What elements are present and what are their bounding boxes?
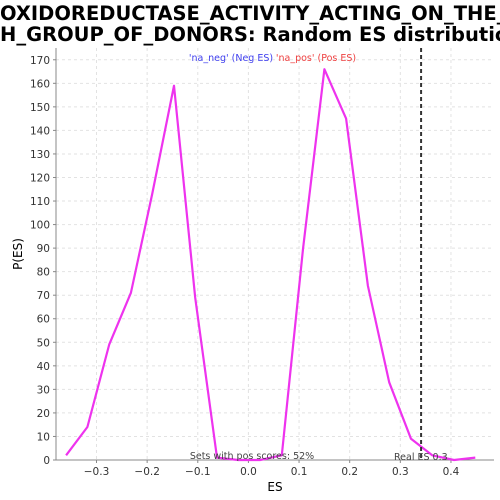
axes: 0 10 20 30 40 50 60 70 80 90 100 110 120 130 140 150 160… bbox=[30, 48, 494, 478]
y-tick-label: 170 bbox=[30, 55, 50, 67]
y-tick-label: 90 bbox=[37, 243, 50, 255]
es-distribution-line bbox=[65, 68, 476, 462]
marks-layer: Real ES 0.3 'na_neg' (Neg ES)'na_pos' (Po… bbox=[189, 48, 448, 463]
y-tick-label: 0 bbox=[43, 455, 50, 467]
x-tick-label: 0.4 bbox=[443, 466, 460, 478]
x-tick-label: 0.2 bbox=[341, 466, 358, 478]
real-es-label: Real ES 0.3 bbox=[394, 452, 448, 463]
y-tick-label: 160 bbox=[30, 78, 50, 90]
legend-neg-es: 'na_neg' (Neg ES) bbox=[189, 53, 273, 64]
y-tick-label: 100 bbox=[30, 220, 50, 232]
chart-title-line-2: H_GROUP_OF_DONORS: Random ES distributio… bbox=[0, 23, 500, 46]
x-tick-label: 0.0 bbox=[240, 466, 257, 478]
y-tick-label: 110 bbox=[30, 196, 50, 208]
y-tick-label: 150 bbox=[30, 102, 50, 114]
y-tick-label: 140 bbox=[30, 125, 50, 137]
y-tick-label: 20 bbox=[37, 408, 50, 420]
series-layer bbox=[65, 68, 476, 462]
y-tick-label: 30 bbox=[37, 384, 50, 396]
y-tick-label: 10 bbox=[37, 431, 50, 443]
y-axis-label: P(ES) bbox=[11, 238, 25, 270]
y-tick-label: 80 bbox=[37, 267, 50, 279]
x-tick-label: −0.3 bbox=[84, 466, 110, 478]
plot-area bbox=[56, 48, 494, 460]
y-tick-label: 40 bbox=[37, 361, 50, 373]
y-tick-label: 130 bbox=[30, 149, 50, 161]
x-tick-label: 0.1 bbox=[291, 466, 308, 478]
y-tick-label: 50 bbox=[37, 337, 50, 349]
y-tick-label: 70 bbox=[37, 290, 50, 302]
legend-pos-es: 'na_pos' (Pos ES) bbox=[276, 53, 356, 64]
pos-scores-annotation: Sets with pos scores: 52% bbox=[190, 451, 314, 462]
grid bbox=[56, 48, 494, 461]
x-axis-label: ES bbox=[267, 480, 282, 494]
x-tick-label: 0.3 bbox=[392, 466, 409, 478]
y-tick-label: 60 bbox=[37, 314, 50, 326]
x-tick-label: −0.2 bbox=[134, 466, 160, 478]
chart-title-line-1: OXIDOREDUCTASE_ACTIVITY_ACTING_ON_THE_CH… bbox=[0, 2, 500, 25]
x-tick-label: −0.1 bbox=[185, 466, 211, 478]
y-tick-label: 120 bbox=[30, 172, 50, 184]
